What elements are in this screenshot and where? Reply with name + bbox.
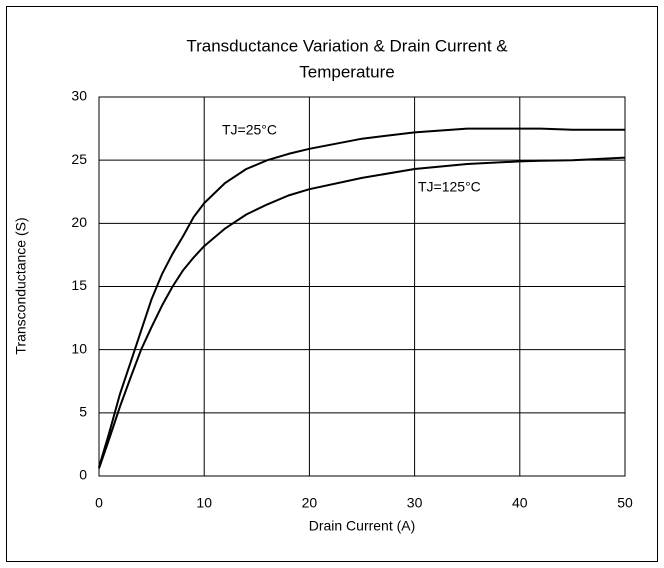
- y-tick-label: 25: [71, 151, 87, 167]
- series-label: TJ=25°C: [222, 122, 277, 138]
- y-tick-label: 0: [79, 467, 87, 483]
- x-tick-label: 30: [407, 495, 423, 511]
- y-tick-label: 20: [71, 214, 87, 230]
- series-label: TJ=125°C: [418, 179, 481, 195]
- chart-title: Temperature: [299, 62, 394, 81]
- x-axis-label: Drain Current (A): [309, 518, 416, 534]
- chart-title: Transductance Variation & Drain Current …: [186, 36, 508, 55]
- x-tick-label: 40: [512, 495, 528, 511]
- series-line: [98, 156, 626, 469]
- x-tick-label: 0: [95, 495, 103, 511]
- x-tick-label: 50: [617, 495, 633, 511]
- y-tick-label: 10: [71, 340, 87, 356]
- y-tick-label: 30: [71, 88, 87, 104]
- y-tick-label: 15: [71, 277, 87, 293]
- frame: [6, 6, 658, 562]
- x-tick-label: 10: [196, 495, 212, 511]
- y-axis-label: Transconductance (S): [13, 217, 29, 354]
- series-line: [98, 127, 625, 468]
- x-tick-label: 20: [302, 495, 318, 511]
- y-tick-label: 5: [79, 404, 87, 420]
